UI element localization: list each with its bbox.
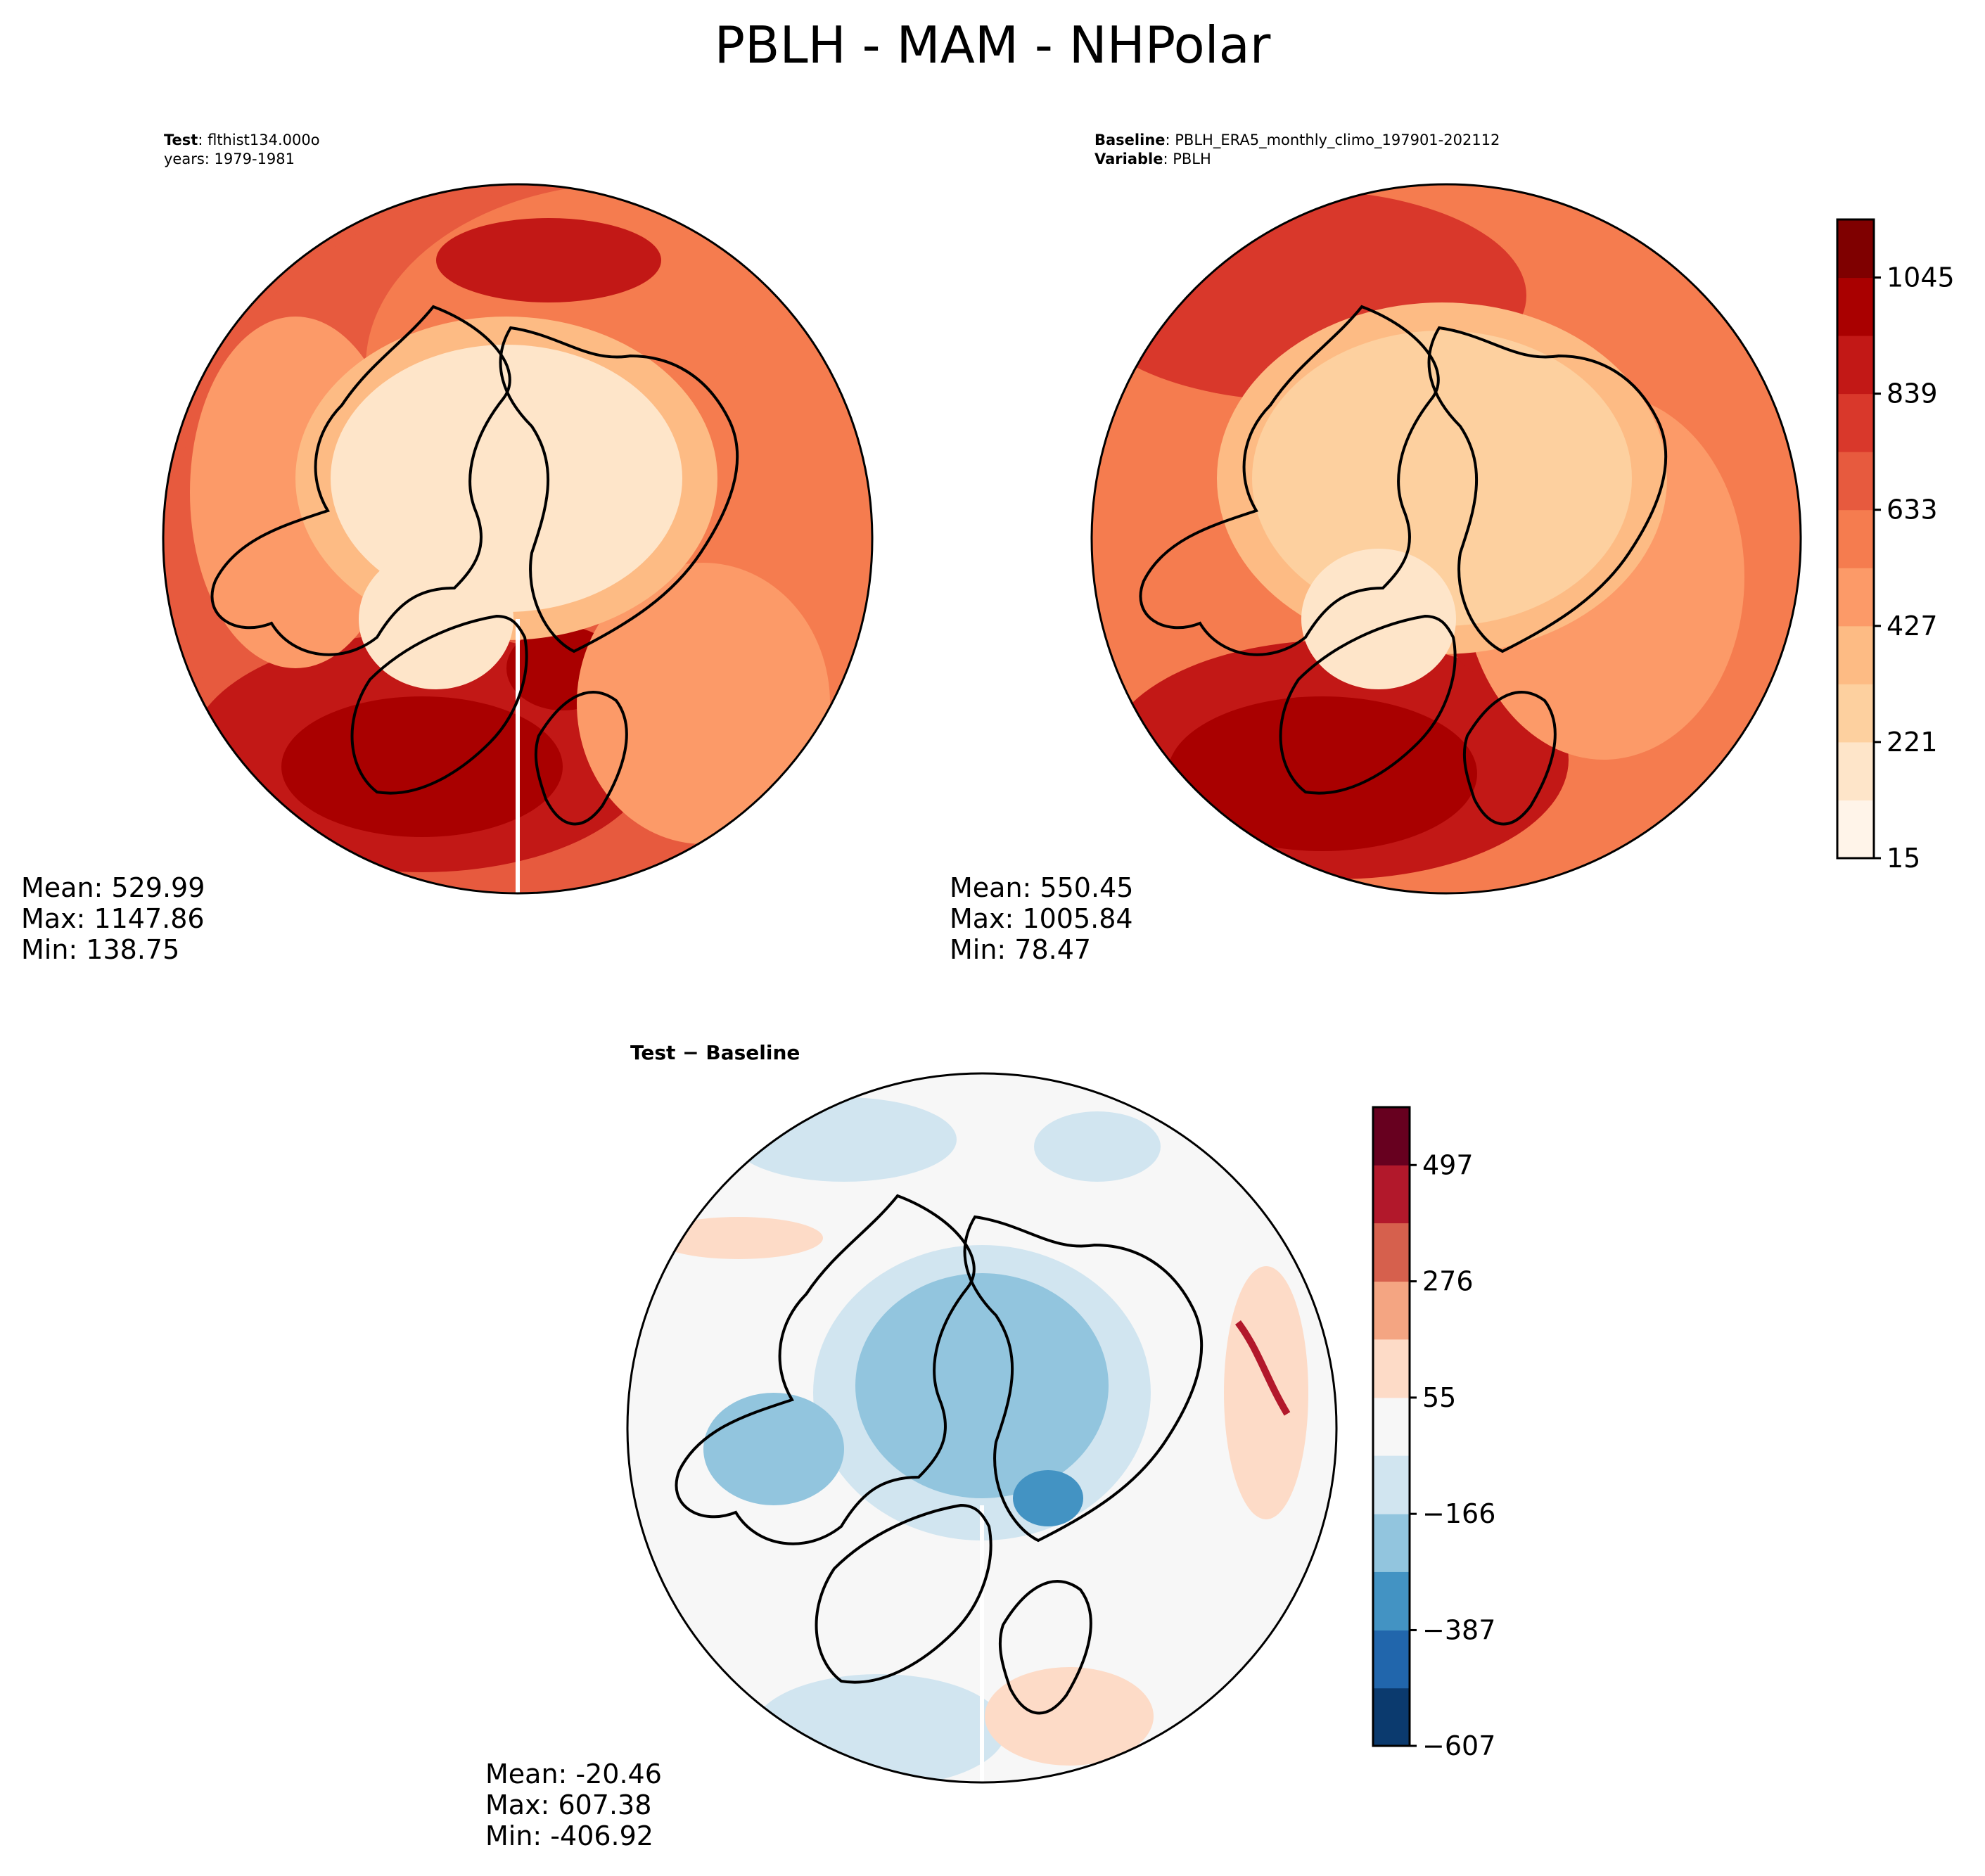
diff-colorbar-segment: [1373, 1687, 1410, 1747]
diff-colorbar-segment: [1373, 1165, 1410, 1224]
abs-colorbar-segment: [1837, 800, 1874, 859]
abs-colorbar-segment: [1837, 625, 1874, 684]
test-label: Test: flthist134.000o years: 1979-1981: [164, 131, 320, 169]
diff-colorbar-segment: [1373, 1107, 1410, 1166]
diff-colorbar-segment: [1373, 1397, 1410, 1456]
abs-colorbar-tick-label: 633: [1887, 494, 1938, 525]
baseline-max: Max: 1005.84: [950, 903, 1133, 934]
abs-colorbar-segment: [1837, 568, 1874, 627]
baseline-map: [1092, 184, 1801, 893]
abs-colorbar-segment: [1837, 219, 1874, 279]
baseline-label-text: : PBLH_ERA5_monthly_climo_197901-202112: [1165, 132, 1500, 148]
abs-colorbar-tick-label: 839: [1887, 378, 1938, 409]
figure-title: PBLH - MAM - NHPolar: [714, 15, 1271, 75]
diff-min: Min: -406.92: [485, 1820, 653, 1851]
abs-colorbar-segment: [1837, 393, 1874, 452]
test-label-bold: Test: [164, 132, 198, 148]
diff-colorbar-segment: [1373, 1630, 1410, 1689]
test-mean: Mean: 529.99: [21, 872, 205, 903]
diff-map-border: [626, 1072, 1338, 1784]
diff-colorbar-segment: [1373, 1339, 1410, 1398]
test-max: Max: 1147.86: [21, 903, 205, 934]
abs-colorbar: 15 221 427 633 839 1045: [1836, 218, 1955, 874]
baseline-map-border: [1090, 183, 1802, 895]
baseline-variable-text: : PBLH: [1163, 151, 1211, 167]
test-stats: Mean: 529.99 Max: 1147.86 Min: 138.75: [21, 872, 205, 965]
test-label-text: : flthist134.000o: [198, 132, 320, 148]
baseline-label-bold: Baseline: [1094, 132, 1166, 148]
diff-title: Test − Baseline: [630, 1041, 800, 1064]
diff-colorbar-border: [1372, 1106, 1411, 1747]
test-years: years: 1979-1981: [164, 151, 295, 167]
abs-colorbar-segment: [1837, 452, 1874, 511]
diff-colorbar-tick-label: 55: [1422, 1382, 1456, 1413]
abs-colorbar-segment: [1837, 277, 1874, 336]
abs-colorbar-tick-label: 15: [1887, 843, 1920, 874]
abs-colorbar-tick-label: 1045: [1887, 262, 1955, 293]
abs-colorbar-tick-label: 427: [1887, 611, 1938, 642]
baseline-min: Min: 78.47: [950, 934, 1092, 965]
diff-mean: Mean: -20.46: [485, 1759, 662, 1789]
diff-colorbar-tick-label: −387: [1422, 1614, 1495, 1645]
diff-colorbar-tick-label: −607: [1422, 1730, 1495, 1761]
diff-colorbar: −607 −387 −166 55 276 497: [1372, 1106, 1495, 1761]
diff-map: [627, 1073, 1336, 1782]
diff-colorbar-segment: [1373, 1455, 1410, 1514]
baseline-label: Baseline: PBLH_ERA5_monthly_climo_197901…: [1094, 131, 1500, 169]
diff-stats: Mean: -20.46 Max: 607.38 Min: -406.92: [485, 1759, 662, 1851]
diff-colorbar-segment: [1373, 1514, 1410, 1572]
test-min: Min: 138.75: [21, 934, 180, 965]
test-map-border: [162, 183, 874, 895]
abs-colorbar-segment: [1837, 336, 1874, 395]
abs-colorbar-segment: [1837, 741, 1874, 800]
diff-max: Max: 607.38: [485, 1789, 652, 1820]
diff-colorbar-segment: [1373, 1223, 1410, 1282]
diff-colorbar-tick-label: −166: [1422, 1498, 1495, 1529]
abs-colorbar-tick-label: 221: [1887, 727, 1938, 758]
baseline-variable-bold: Variable: [1094, 151, 1163, 167]
diff-colorbar-tick-label: 497: [1422, 1149, 1474, 1180]
baseline-stats: Mean: 550.45 Max: 1005.84 Min: 78.47: [950, 872, 1133, 965]
abs-colorbar-border: [1836, 218, 1875, 860]
abs-colorbar-segment: [1837, 509, 1874, 568]
test-map: [163, 184, 872, 893]
diff-colorbar-tick-label: 276: [1422, 1266, 1474, 1297]
diff-colorbar-segment: [1373, 1571, 1410, 1631]
baseline-mean: Mean: 550.45: [950, 872, 1134, 903]
diff-colorbar-segment: [1373, 1281, 1410, 1340]
abs-colorbar-segment: [1837, 684, 1874, 743]
